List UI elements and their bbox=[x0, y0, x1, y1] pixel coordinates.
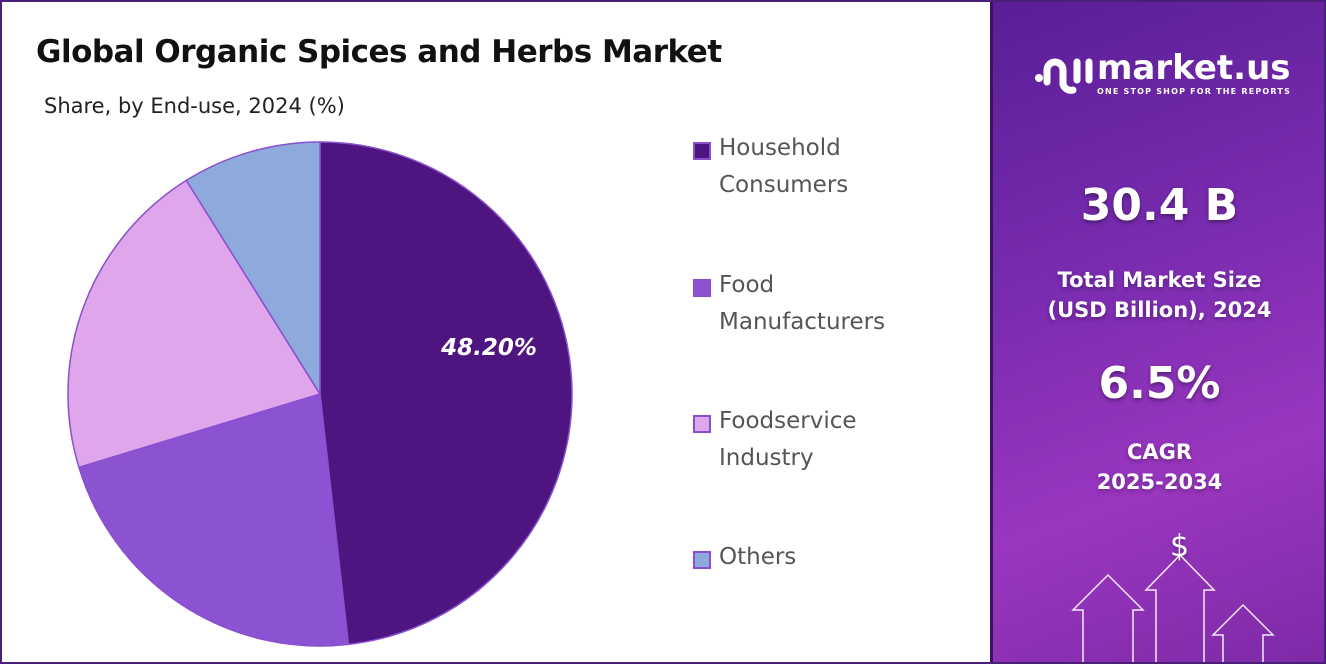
market-size-value: 30.4 B bbox=[1080, 180, 1239, 231]
legend-label: Foodservice Industry bbox=[719, 408, 857, 471]
legend-swatch bbox=[693, 279, 711, 297]
cagr-value: 6.5% bbox=[1098, 358, 1221, 409]
legend-item-others: Others bbox=[693, 544, 919, 576]
legend-label: Others bbox=[719, 544, 797, 570]
market-size-label-1: Total Market Size bbox=[1057, 268, 1262, 292]
data-label: 48.20% bbox=[440, 335, 537, 361]
logo-name: market.us bbox=[1097, 47, 1291, 88]
pie-chart: 48.20% bbox=[67, 141, 573, 647]
legend-item-foodservice: Foodservice Industry bbox=[693, 408, 919, 477]
legend-item-household: Household Consumers bbox=[693, 135, 919, 204]
summary-panel: market.us ONE STOP SHOP FOR THE REPORTS … bbox=[990, 0, 1326, 664]
legend-swatch bbox=[693, 415, 711, 433]
pie-slice-others bbox=[185, 141, 321, 397]
market-size-label-2: (USD Billion), 2024 bbox=[1047, 298, 1272, 322]
chart-title: Global Organic Spices and Herbs Market bbox=[36, 34, 722, 70]
legend-swatch bbox=[693, 551, 711, 569]
growth-arrows-icon bbox=[1071, 553, 1275, 664]
legend-item-food-manufacturers: Food Manufacturers bbox=[693, 272, 919, 341]
legend-label: Household Consumers bbox=[719, 135, 849, 198]
chart-panel: Global Organic Spices and Herbs Market S… bbox=[36, 34, 919, 647]
logo-icon bbox=[1035, 58, 1093, 94]
cagr-label-2: 2025-2034 bbox=[1096, 470, 1223, 494]
market-us-logo: market.us ONE STOP SHOP FOR THE REPORTS bbox=[1033, 48, 1291, 98]
dollar-icon: $ bbox=[1169, 529, 1190, 564]
chart-subtitle: Share, by End-use, 2024 (%) bbox=[44, 94, 345, 118]
legend-swatch bbox=[693, 142, 711, 160]
legend-label: Food Manufacturers bbox=[719, 272, 886, 335]
pie-slice-food-manufacturers bbox=[77, 393, 350, 647]
pie-slice-household-consumers bbox=[319, 141, 573, 646]
logo-tagline: ONE STOP SHOP FOR THE REPORTS bbox=[1097, 86, 1292, 96]
pie-slice-foodservice-industry bbox=[67, 179, 322, 469]
cagr-label-1: CAGR bbox=[1126, 440, 1193, 464]
